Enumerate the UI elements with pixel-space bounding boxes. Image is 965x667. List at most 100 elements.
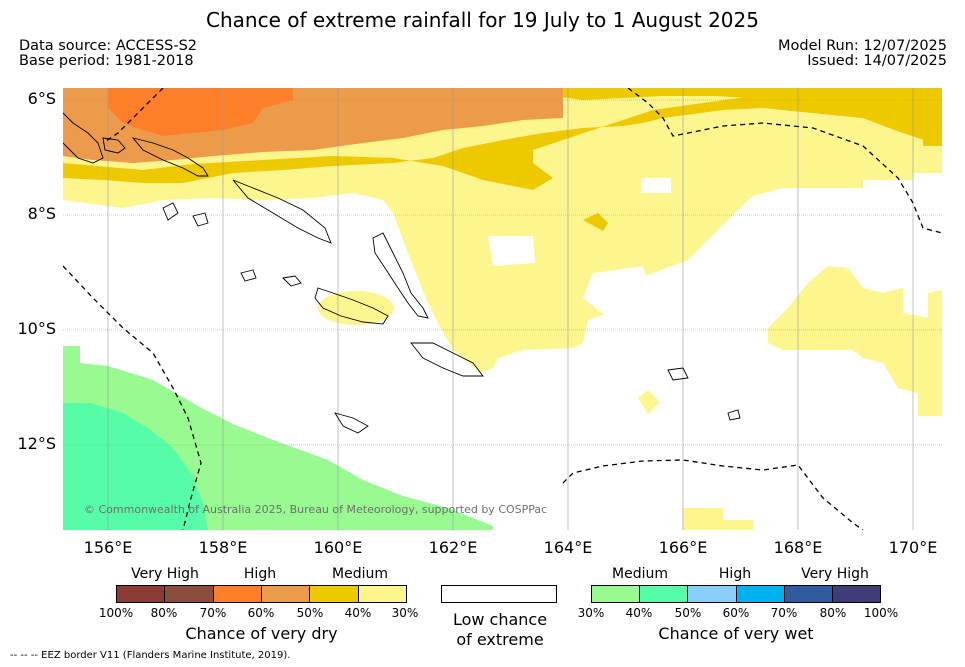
eez-south-vanuatu	[562, 459, 864, 530]
wet-cat-high: High	[718, 566, 752, 582]
dry-tick: 40%	[344, 606, 372, 620]
lon-label-168e: 168°E	[773, 538, 823, 557]
wet-swatch-5	[784, 586, 833, 602]
dry-medium-patch-bottom	[683, 508, 753, 530]
vanikoro-coast	[727, 409, 741, 421]
map-title: Chance of extreme rainfall for 19 July t…	[206, 8, 759, 32]
lat-grid-lines	[63, 99, 942, 446]
eez-footnote: -- -- -- EEZ border V11 (Flanders Marine…	[10, 650, 291, 661]
wet-tick: 70%	[770, 606, 798, 620]
data-info: Data source: ACCESS-S2 Base period: 1981…	[19, 39, 197, 69]
low-chance-hole-4	[743, 198, 838, 238]
dry-medium-gold-area	[63, 88, 942, 190]
copyright-note: © Commonwealth of Australia 2025, Bureau…	[84, 503, 548, 516]
low-chance-hole-3	[583, 266, 653, 318]
low-legend-line1: Low chance	[452, 610, 548, 629]
new-ireland-coast	[102, 137, 126, 154]
lat-label-10s: 10°S	[17, 319, 56, 338]
dry-tick: 60%	[247, 606, 275, 620]
russell-coast	[240, 269, 257, 282]
dry-swatch-2	[165, 586, 214, 602]
wet-swatch-3	[688, 586, 737, 602]
dry-tick: 80%	[150, 606, 178, 620]
low-legend-title: Low chance of extreme	[420, 610, 580, 650]
lat-label-6s: 6°S	[27, 89, 56, 108]
base-period: Base period: 1981-2018	[19, 53, 194, 69]
low-chance-hole-2	[488, 236, 535, 266]
rainfall-map	[63, 88, 942, 530]
issued-date: Issued: 14/07/2025	[807, 53, 947, 69]
wet-tick: 60%	[722, 606, 750, 620]
dry-medium-gold-right	[753, 88, 942, 130]
eez-png-solomon	[63, 265, 202, 530]
wet-colorbar	[591, 585, 881, 603]
grid-lines	[107, 88, 914, 530]
santa-isabel-coast	[232, 179, 332, 244]
dry-medium-light-east	[768, 266, 942, 416]
dry-swatch-1	[117, 586, 166, 602]
lon-label-166e: 166°E	[658, 538, 708, 557]
wet-swatch-1	[592, 586, 641, 602]
dry-medium-patch-guadalcanal	[318, 291, 394, 325]
model-run: Model Run: 12/07/2025	[777, 38, 947, 54]
dry-medium-patch-south	[638, 390, 660, 414]
malaita-coast	[372, 232, 429, 319]
dry-tick: 30%	[391, 606, 419, 620]
guadalcanal-coast	[314, 287, 389, 325]
dry-colorbar	[116, 585, 407, 603]
wet-tick: 30%	[577, 606, 605, 620]
low-chance-hole-1	[641, 178, 671, 193]
wet-swatch-4	[736, 586, 785, 602]
dry-legend-title: Chance of very dry	[185, 624, 338, 643]
low-chance-swatch	[441, 585, 557, 603]
dry-ticks: 100% 80% 70% 60% 50% 40% 30%	[99, 606, 418, 621]
wet-swatch-2	[640, 586, 689, 602]
dry-high-orange-area	[108, 88, 263, 136]
run-info: Model Run: 12/07/2025 Issued: 14/07/2025	[778, 39, 947, 69]
lon-label-162e: 162°E	[428, 538, 478, 557]
lat-label-12s: 12°S	[17, 434, 56, 453]
wet-tick: 40%	[625, 606, 653, 620]
data-source: Data source: ACCESS-S2	[19, 38, 198, 54]
low-swatch	[442, 586, 556, 602]
wet-swatch-6	[832, 586, 881, 602]
dry-swatch-5	[310, 586, 359, 602]
wet-ticks: 30% 40% 50% 60% 70% 80% 100%	[578, 606, 899, 621]
wet-cat-very-high: Very High	[801, 566, 869, 582]
lat-label-8s: 8°S	[27, 204, 56, 223]
dry-swatch-4	[261, 586, 311, 602]
coastlines	[63, 112, 741, 434]
lon-label-160e: 160°E	[313, 538, 363, 557]
eez-north-east	[627, 88, 942, 234]
dry-tick: 100%	[98, 606, 134, 620]
wet-tick: 80%	[819, 606, 847, 620]
wet-tick: 100%	[863, 606, 899, 620]
lon-label-158e: 158°E	[198, 538, 248, 557]
dry-cat-medium: Medium	[332, 566, 388, 582]
makira-coast	[410, 342, 484, 377]
rennell-coast	[334, 412, 369, 434]
lon-label-156e: 156°E	[83, 538, 133, 557]
eez-borders	[63, 88, 942, 530]
dry-tick: 70%	[199, 606, 227, 620]
map-canvas	[63, 88, 942, 530]
new-georgia-coast	[162, 202, 179, 221]
wet-legend-title: Chance of very wet	[658, 624, 814, 643]
wet-tick: 50%	[674, 606, 702, 620]
dry-tick: 50%	[296, 606, 324, 620]
dry-medium-gold-blob	[583, 213, 608, 231]
dry-cat-high: High	[243, 566, 277, 582]
santa-cruz-coast	[667, 367, 689, 381]
new-georgia-2-coast	[192, 212, 209, 227]
dry-swatch-3	[213, 586, 262, 602]
choiseul-coast	[131, 137, 209, 177]
dry-high-orange-top	[173, 88, 293, 108]
dry-cat-very-high: Very High	[131, 566, 199, 582]
dry-swatch-6	[358, 586, 406, 602]
wet-cat-medium: Medium	[612, 566, 668, 582]
lon-label-170e: 170°E	[888, 538, 938, 557]
eez-north-solomon	[102, 88, 164, 144]
wet-high-area	[63, 403, 208, 530]
bougainville-coast	[63, 112, 104, 164]
low-legend-line2: of extreme	[456, 630, 544, 649]
